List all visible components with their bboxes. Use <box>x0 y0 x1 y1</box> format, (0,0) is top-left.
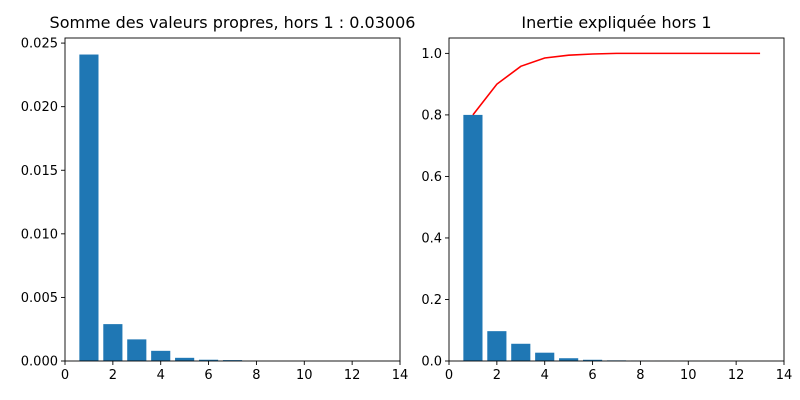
chart-explained-inertia-xtick-label: 14 <box>776 368 793 383</box>
chart-explained-inertia-ytick-label: 0.0 <box>421 355 442 370</box>
chart-eigenvalues-ytick-label: 0.010 <box>21 227 58 242</box>
chart-explained-inertia-xtick-label: 8 <box>636 368 644 383</box>
chart-explained-inertia-title: Inertie expliquée hors 1 <box>521 13 711 32</box>
chart-eigenvalues-bar-2 <box>103 324 123 361</box>
chart-eigenvalues-ytick-label: 0.025 <box>21 37 58 52</box>
chart-eigenvalues-xtick-label: 8 <box>252 368 260 383</box>
chart-explained-inertia-bar-5 <box>559 358 579 361</box>
chart-eigenvalues-xtick-label: 14 <box>392 368 409 383</box>
chart-eigenvalues-ytick-label: 0.000 <box>21 355 58 370</box>
chart-explained-inertia-bar-2 <box>487 331 507 361</box>
chart-explained-inertia-ytick-label: 0.4 <box>421 231 442 246</box>
chart-eigenvalues-xtick-label: 4 <box>157 368 165 383</box>
chart-eigenvalues: Somme des valeurs propres, hors 1 : 0.03… <box>21 13 416 383</box>
chart-explained-inertia-xtick-label: 2 <box>493 368 501 383</box>
chart-explained-inertia-ytick-label: 0.2 <box>421 293 442 308</box>
chart-eigenvalues-bar-3 <box>127 339 147 361</box>
chart-eigenvalues-xtick-label: 6 <box>204 368 212 383</box>
chart-eigenvalues-xtick-label: 2 <box>109 368 117 383</box>
chart-explained-inertia-axes-frame <box>448 37 785 362</box>
chart-explained-inertia-ytick-label: 1.0 <box>421 47 442 62</box>
chart-explained-inertia-bar-6 <box>583 359 603 361</box>
chart-explained-inertia-bar-1 <box>463 114 483 362</box>
chart-explained-inertia-bar-4 <box>535 352 555 361</box>
chart-explained-inertia-xtick-label: 10 <box>680 368 697 383</box>
chart-eigenvalues-axes-frame <box>64 37 401 362</box>
chart-eigenvalues-bar-6 <box>199 359 219 361</box>
chart-eigenvalues-title: Somme des valeurs propres, hors 1 : 0.03… <box>50 13 416 32</box>
chart-explained-inertia-bar-3 <box>511 343 531 361</box>
chart-explained-inertia-xtick-label: 12 <box>728 368 745 383</box>
chart-explained-inertia-ytick-label: 0.8 <box>421 108 442 123</box>
chart-eigenvalues-ytick-label: 0.020 <box>21 100 58 115</box>
chart-eigenvalues-bar-4 <box>151 350 171 361</box>
chart-eigenvalues-ytick-label: 0.005 <box>21 291 58 306</box>
chart-explained-inertia-xtick-label: 4 <box>541 368 549 383</box>
chart-eigenvalues-xtick-label: 10 <box>296 368 313 383</box>
chart-explained-inertia-ytick-label: 0.6 <box>421 170 442 185</box>
chart-eigenvalues-ytick-label: 0.015 <box>21 164 58 179</box>
chart-explained-inertia-xtick-label: 0 <box>445 368 453 383</box>
chart-eigenvalues-xtick-label: 12 <box>344 368 361 383</box>
chart-explained-inertia: Inertie expliquée hors 1 0 2 4 6 8 10 12 14 0.0 0… <box>421 13 792 383</box>
chart-eigenvalues-bar-1 <box>79 54 99 361</box>
chart-explained-inertia-xtick-label: 6 <box>588 368 596 383</box>
chart-explained-inertia-cumulative-line <box>472 52 761 116</box>
chart-eigenvalues-bar-5 <box>175 357 195 361</box>
chart-eigenvalues-xtick-label: 0 <box>61 368 69 383</box>
